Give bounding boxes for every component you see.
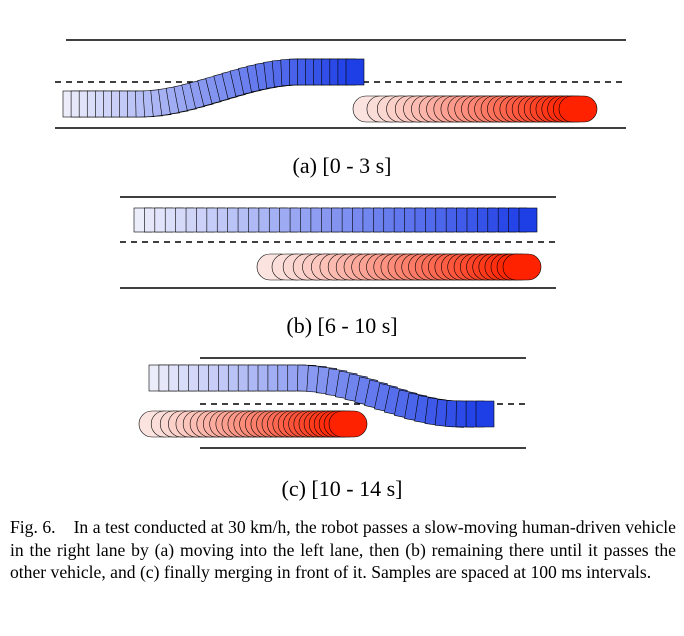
panel-c-trajectory	[138, 357, 526, 449]
caption-text: In a test conducted at 30 km/h, the robo…	[10, 517, 676, 582]
figure-illustration	[55, 39, 626, 449]
figure-number: Fig. 6.	[10, 517, 56, 537]
panel-b-trajectory	[120, 196, 556, 289]
robot-sample	[345, 58, 365, 86]
robot-sample	[518, 207, 538, 233]
figure-caption: Fig. 6. In a test conducted at 30 km/h, t…	[10, 516, 676, 584]
human-vehicle-sample	[328, 410, 368, 438]
panel-a-label: (a) [0 - 3 s]	[292, 153, 392, 178]
robot-sample	[475, 400, 495, 428]
panel-b-label: (b) [6 - 10 s]	[286, 313, 398, 338]
human-vehicle-sample	[558, 95, 598, 123]
panel-c-label: (c) [10 - 14 s]	[281, 476, 403, 501]
human-vehicle-sample	[502, 253, 542, 281]
panel-a-trajectory	[55, 39, 626, 129]
